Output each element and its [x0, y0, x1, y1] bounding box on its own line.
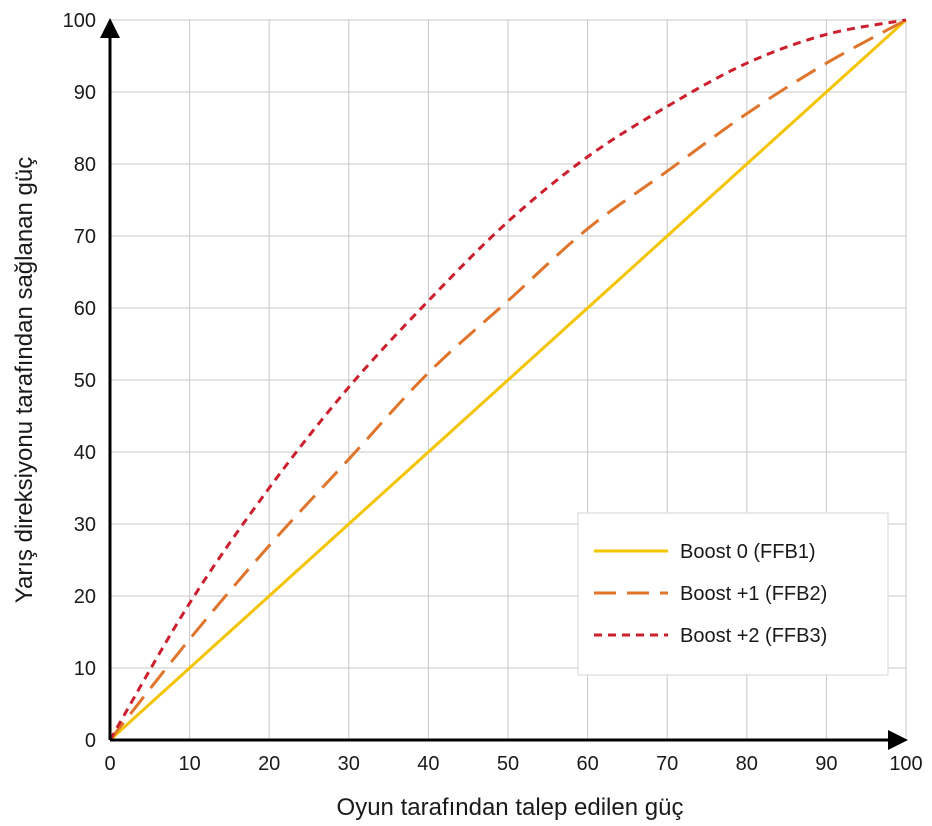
y-axis-title: Yarış direksiyonu tarafından sağlanan gü…	[11, 157, 38, 604]
y-tick-label: 0	[85, 730, 96, 752]
x-tick-label: 30	[338, 753, 360, 775]
x-axis-title: Oyun tarafından talep edilen güç	[337, 794, 684, 821]
x-tick-label: 40	[417, 753, 439, 775]
x-tick-label: 20	[258, 753, 280, 775]
series-line	[108, 18, 907, 741]
axes	[100, 18, 908, 750]
series-lines	[108, 18, 908, 742]
y-tick-label: 90	[74, 82, 96, 104]
y-tick-label: 10	[74, 658, 96, 680]
legend-label: Boost 0 (FFB1)	[680, 541, 816, 563]
y-axis-arrow-icon	[100, 18, 120, 38]
x-tick-label: 60	[576, 753, 598, 775]
legend-label: Boost +2 (FFB3)	[680, 625, 827, 647]
y-tick-label: 50	[74, 370, 96, 392]
x-tick-label: 10	[178, 753, 200, 775]
legend-label: Boost +1 (FFB2)	[680, 583, 827, 605]
y-tick-label: 80	[74, 154, 96, 176]
y-tick-label: 40	[74, 442, 96, 464]
y-tick-label: 70	[74, 226, 96, 248]
x-tick-label: 100	[889, 753, 922, 775]
y-tick-label: 100	[63, 10, 96, 32]
series-line	[108, 18, 907, 741]
x-tick-label: 90	[815, 753, 837, 775]
legend: Boost 0 (FFB1) Boost +1 (FFB2) Boost +2 (F…	[577, 512, 889, 676]
y-tick-labels: 0 10 20 30 40 50 60 70 80 90 100	[63, 10, 96, 752]
x-tick-label: 50	[497, 753, 519, 775]
y-tick-label: 20	[74, 586, 96, 608]
x-tick-label: 0	[104, 753, 115, 775]
x-tick-label: 80	[736, 753, 758, 775]
y-tick-label: 60	[74, 298, 96, 320]
x-axis-arrow-icon	[888, 730, 908, 750]
y-tick-label: 30	[74, 514, 96, 536]
x-tick-label: 70	[656, 753, 678, 775]
series-line	[108, 18, 908, 742]
x-tick-labels: 0 10 20 30 40 50 60 70 80 90 100	[104, 753, 922, 775]
